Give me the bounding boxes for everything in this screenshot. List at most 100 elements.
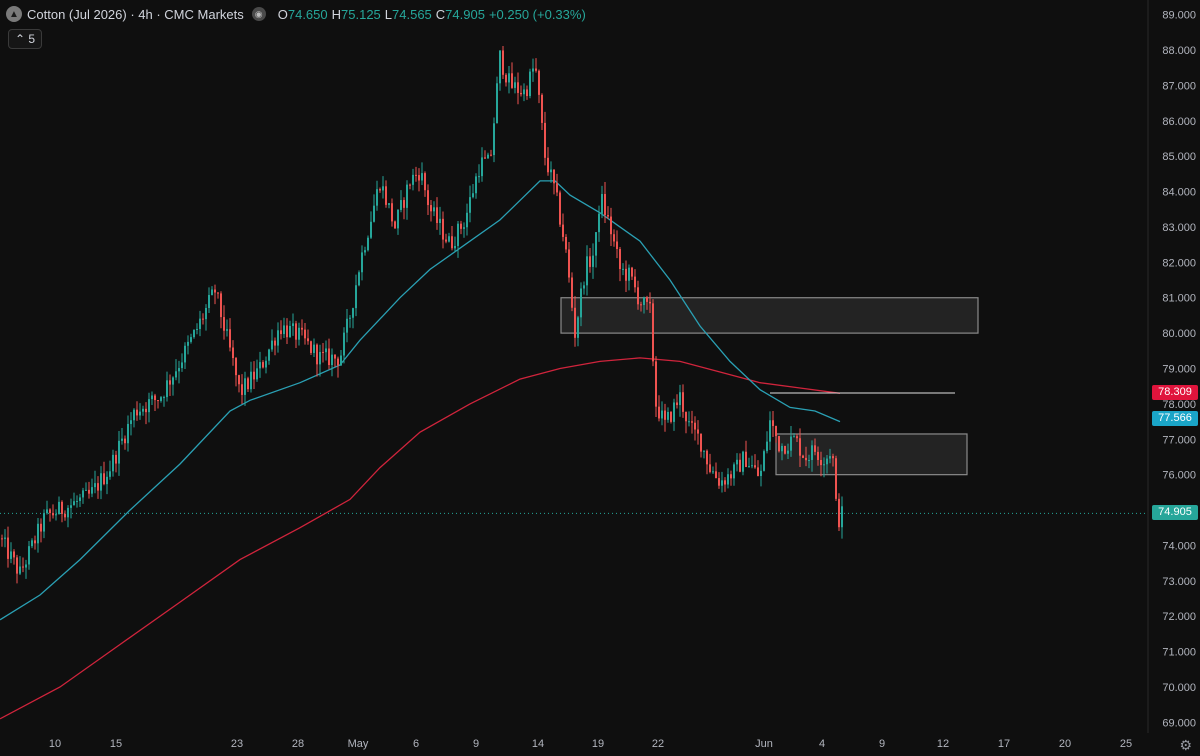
candle-body [646,297,648,302]
candle-body [256,368,258,380]
candle-body [19,566,21,574]
candle-body [556,183,558,193]
visibility-toggle-icon[interactable]: ◉ [251,7,266,21]
x-tick-label: May [348,738,369,750]
candle-body [793,436,795,438]
x-tick-label: Jun [755,738,773,750]
candle-body [502,50,504,75]
candle-body [268,349,270,361]
symbol-logo-icon: ▲ [6,6,22,22]
candle-body [601,194,603,214]
candle-body [28,546,30,565]
candle-body [625,268,627,281]
close-value: 74.905 [445,6,485,22]
candle-body [247,378,249,390]
indicators-toggle[interactable]: ⌃ 5 [8,29,43,49]
x-tick-label: 17 [998,738,1010,750]
candle-body [370,221,372,238]
candle-body [373,205,375,222]
y-tick-label: 69.000 [1162,717,1196,729]
candle-body [583,285,585,289]
candle-body [538,70,540,95]
candle-body [274,340,276,346]
candle-body [775,426,777,437]
supply-demand-zone[interactable] [560,297,979,334]
candle-body [577,317,579,338]
y-tick-label: 71.000 [1162,647,1196,659]
candle-body [487,154,489,159]
x-tick-label: 22 [652,738,664,750]
x-tick-label: 6 [413,738,419,750]
candle-body [736,459,738,465]
candle-body [322,351,324,353]
slow-moving-average-line[interactable] [0,357,841,720]
y-tick-label: 78.000 [1162,399,1196,411]
y-tick-label: 72.000 [1162,611,1196,623]
x-tick-label: 12 [937,738,949,750]
candle-body [202,318,204,320]
x-tick-label: 14 [532,738,544,750]
candle-body [685,411,687,422]
fast-moving-average-line[interactable] [0,180,841,621]
candle-body [403,200,405,208]
candle-body [100,473,102,491]
candle-body [115,454,117,464]
candle-body [34,540,36,544]
candle-body [658,406,660,419]
candle-body [280,330,282,335]
candle-body [703,450,705,452]
candle-body [106,476,108,485]
candle-body [46,509,48,514]
candle-body [7,537,9,559]
candle-body [640,304,642,306]
gear-icon[interactable]: ⚙ [1179,737,1192,753]
candle-body [4,537,6,539]
candle-body [772,420,774,427]
candle-body [70,505,72,508]
candle-body [307,338,309,342]
y-tick-label: 70.000 [1162,682,1196,694]
candle-body [22,566,24,568]
y-tick-label: 86.000 [1162,116,1196,128]
candle-body [388,203,390,205]
y-tick-label: 74.000 [1162,540,1196,552]
candle-body [316,344,318,365]
candle-body [730,474,732,479]
candle-body [382,186,384,191]
candle-body [265,360,267,368]
candle-body [424,173,426,191]
candle-body [511,73,513,88]
candle-body [175,371,177,378]
candle-body [124,438,126,444]
candle-body [289,325,291,338]
candle-body [328,348,330,366]
candle-body [181,362,183,369]
candle-body [676,402,678,406]
symbol-title[interactable]: Cotton (Jul 2026) · 4h · CMC Markets [27,6,244,22]
candle-body [196,328,198,330]
candle-body [340,355,342,366]
candle-body [817,451,819,460]
red-ma-price-badge: 78.309 [1152,384,1198,400]
candle-body [472,193,474,198]
candle-body [619,249,621,270]
y-tick-label: 82.000 [1162,257,1196,269]
candle-body [724,480,726,485]
candle-body [40,523,42,532]
candle-body [220,293,222,318]
candle-body [43,513,45,532]
candle-body [508,73,510,83]
candle-body [211,289,213,295]
candle-body [400,200,402,210]
supply-demand-zone[interactable] [775,433,968,476]
candle-body [232,347,234,359]
candle-body [484,157,486,159]
candle-body [166,380,168,398]
x-tick-label: 28 [292,738,304,750]
candle-body [193,329,195,338]
candle-body [337,358,339,366]
candle-body [430,205,432,212]
candle-body [700,433,702,452]
candle-body [244,378,246,395]
